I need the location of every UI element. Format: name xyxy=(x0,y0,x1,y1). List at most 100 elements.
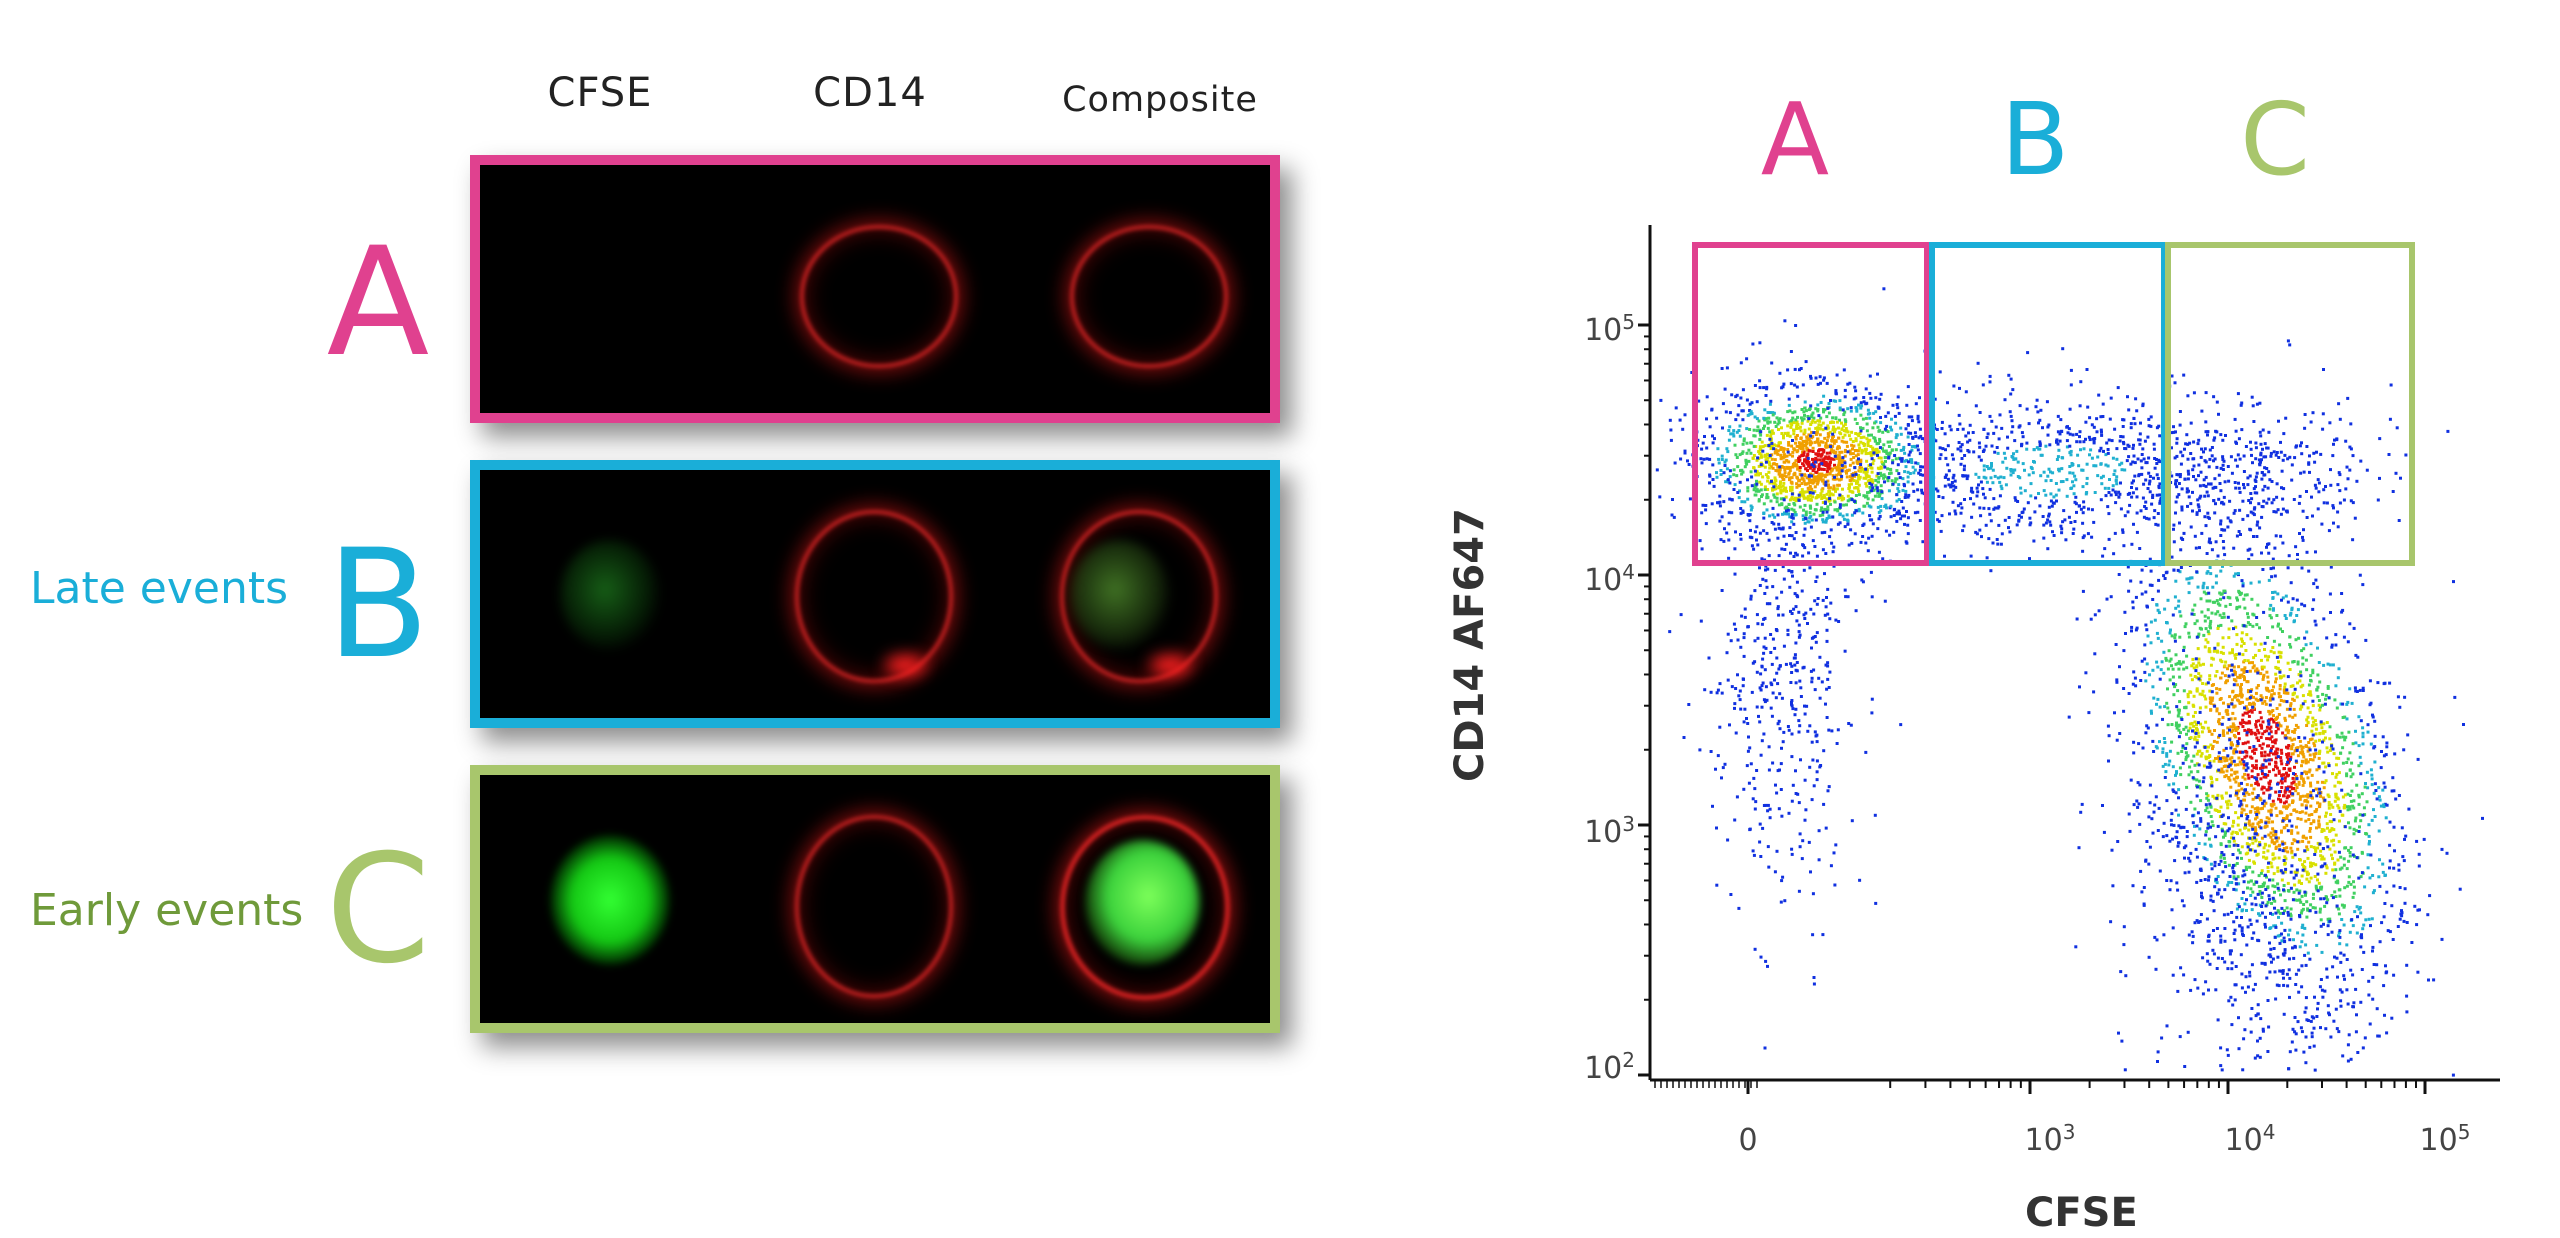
scatter-point xyxy=(2235,633,2239,637)
scatter-point xyxy=(2174,723,2178,727)
scatter-point xyxy=(1838,431,1842,435)
scatter-point xyxy=(1797,426,1801,430)
scatter-point xyxy=(2307,872,2310,876)
scatter-point xyxy=(1793,448,1797,452)
scatter-point xyxy=(2170,374,2174,378)
scatter-point xyxy=(1850,498,1854,502)
scatter-point xyxy=(1690,371,1694,374)
scatter-point xyxy=(2247,828,2251,832)
scatter-point xyxy=(2283,899,2287,903)
scatter-point xyxy=(1743,607,1747,611)
scatter-point xyxy=(2388,681,2392,685)
scatter-point xyxy=(1735,795,1739,799)
scatter-point xyxy=(2088,416,2092,420)
scatter-point xyxy=(1885,424,1889,428)
scatter-point xyxy=(1878,494,1882,498)
scatter-point xyxy=(1742,439,1746,443)
scatter-point xyxy=(1780,547,1784,551)
scatter-point xyxy=(1762,698,1766,702)
cfse-cell-b xyxy=(560,540,660,650)
scatter-point xyxy=(2143,439,2147,443)
scatter-point xyxy=(1804,517,1808,521)
scatter-point xyxy=(2288,343,2292,347)
scatter-point xyxy=(1826,424,1830,428)
scatter-point xyxy=(1728,475,1732,479)
scatter-point xyxy=(1768,430,1772,434)
scatter-point xyxy=(1826,457,1830,461)
scatter-point xyxy=(2303,926,2307,930)
composite-green-c xyxy=(1085,840,1200,965)
scatter-point xyxy=(1781,565,1785,569)
scatter-point xyxy=(1985,556,1989,560)
scatter-point xyxy=(2266,486,2270,490)
scatter-point xyxy=(1835,466,1839,470)
scatter-point xyxy=(2223,833,2227,837)
scatter-point xyxy=(1958,422,1962,426)
scatter-point xyxy=(2278,911,2282,915)
scatter-point xyxy=(1756,543,1760,547)
scatter-point xyxy=(1911,482,1915,486)
scatter-point xyxy=(2138,432,2142,436)
scatter-point xyxy=(1878,467,1882,471)
scatter-point xyxy=(1753,469,1757,473)
scatter-point xyxy=(1776,536,1780,540)
scatter-point xyxy=(1751,797,1755,801)
scatter-point xyxy=(2341,813,2345,817)
scatter-point xyxy=(1759,433,1763,437)
scatter-point xyxy=(2204,830,2208,834)
scatter-point xyxy=(1753,660,1757,664)
scatter-point xyxy=(1862,435,1866,439)
scatter-point xyxy=(1803,521,1807,525)
scatter-point xyxy=(2187,773,2191,777)
scatter-point xyxy=(1798,483,1802,487)
scatter-point xyxy=(2046,547,2050,551)
scatter-point xyxy=(1809,376,1813,380)
scatter-point xyxy=(2293,749,2297,753)
scatter-point xyxy=(1892,514,1896,517)
scatter-point xyxy=(1758,386,1762,390)
scatter-point xyxy=(2172,568,2176,572)
scatter-point xyxy=(1964,390,1968,394)
scatter-point xyxy=(1797,801,1801,805)
scatter-point xyxy=(2140,890,2144,894)
scatter-point xyxy=(1798,845,1802,849)
scatter-point xyxy=(1825,497,1829,501)
scatter-point xyxy=(2185,732,2188,736)
scatter-point xyxy=(2226,703,2230,707)
scatter-point xyxy=(1826,661,1830,665)
scatter-point xyxy=(2093,491,2097,494)
scatter-point xyxy=(1777,719,1781,723)
scatter-point xyxy=(2394,797,2398,801)
scatter-point xyxy=(2285,823,2289,827)
scatter-point xyxy=(2274,924,2277,928)
scatter-point xyxy=(1732,429,1736,433)
scatter-point xyxy=(2309,835,2313,839)
scatter-point xyxy=(2205,792,2209,796)
scatter-point xyxy=(2290,463,2294,467)
scatter-point xyxy=(2310,729,2314,733)
scatter-point xyxy=(1808,511,1812,515)
scatter-point xyxy=(2314,752,2318,756)
scatter-point xyxy=(2216,956,2220,960)
scatter-point xyxy=(1850,482,1853,486)
scatter-point xyxy=(1883,599,1887,603)
scatter-point xyxy=(2305,724,2309,727)
scatter-point xyxy=(1817,858,1821,862)
scatter-point xyxy=(1988,414,1992,418)
scatter-point xyxy=(1834,399,1838,403)
scatter-point xyxy=(1782,450,1786,454)
scatter-point xyxy=(2279,756,2283,760)
scatter-point xyxy=(2369,924,2372,928)
scatter-point xyxy=(2277,713,2281,716)
scatter-point xyxy=(2235,770,2239,774)
scatter-point xyxy=(2198,663,2202,667)
scatter-point xyxy=(2155,426,2159,430)
scatter-point xyxy=(1743,707,1747,711)
scatter-point xyxy=(2002,451,2006,455)
scatter-point xyxy=(2212,499,2216,503)
scatter-point xyxy=(1868,391,1872,395)
scatter-point xyxy=(1865,473,1869,477)
scatter-point xyxy=(1918,452,1922,456)
scatter-point xyxy=(2268,782,2272,786)
scatter-point xyxy=(2178,675,2182,679)
